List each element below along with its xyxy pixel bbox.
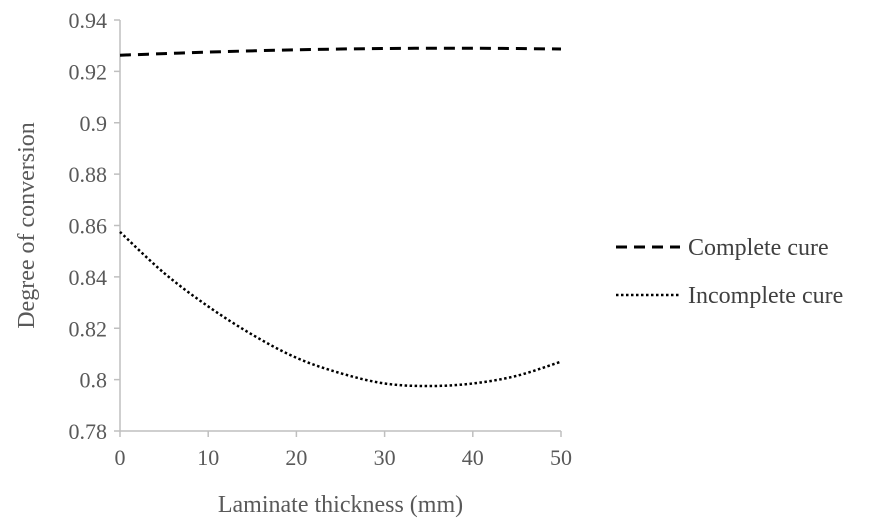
x-axis-ticks: 0 10 20 30 40 50 bbox=[115, 431, 572, 470]
legend-label: Complete cure bbox=[688, 235, 829, 261]
y-tick-label: 0.82 bbox=[69, 316, 108, 341]
x-tick-label: 20 bbox=[285, 445, 307, 470]
y-tick-label: 0.88 bbox=[69, 162, 108, 187]
x-tick-label: 30 bbox=[374, 445, 396, 470]
x-tick-label: 40 bbox=[462, 445, 484, 470]
x-tick-label: 50 bbox=[550, 445, 572, 470]
x-tick-label: 10 bbox=[197, 445, 219, 470]
y-tick-label: 0.78 bbox=[69, 419, 108, 444]
series-line-2 bbox=[119, 231, 562, 388]
y-tick-label: 0.92 bbox=[69, 59, 108, 84]
y-tick-label: 0.86 bbox=[69, 214, 108, 239]
y-axis-title: Degree of conversion bbox=[14, 122, 40, 329]
legend: Complete cure Incomplete cure bbox=[616, 235, 843, 309]
y-axis-ticks: 0.78 0.8 0.82 0.84 0.86 0.88 0.9 0.92 0.94 bbox=[69, 8, 120, 444]
x-tick-label: 0 bbox=[115, 445, 126, 470]
y-tick-label: 0.84 bbox=[69, 265, 108, 290]
y-tick-label: 0.9 bbox=[80, 111, 108, 136]
y-tick-label: 0.94 bbox=[69, 8, 108, 33]
legend-label: Incomplete cure bbox=[688, 283, 843, 309]
series-layer bbox=[119, 46, 562, 388]
x-axis-title: Laminate thickness (mm) bbox=[218, 492, 463, 518]
y-tick-label: 0.8 bbox=[80, 368, 108, 393]
series-line-1 bbox=[119, 46, 562, 57]
